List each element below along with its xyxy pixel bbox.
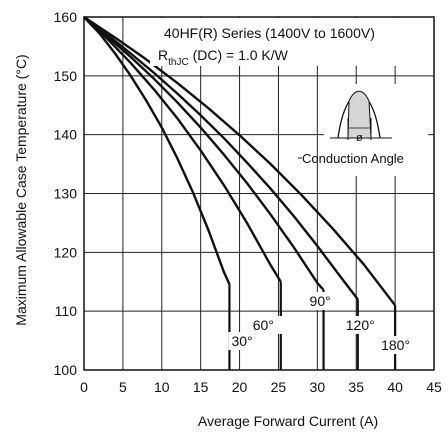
curve-label: 90° [310, 293, 331, 309]
annotation-background [150, 18, 428, 66]
half-sine-waveform-icon: ø [330, 90, 392, 144]
plot-frame [83, 16, 435, 371]
x-axis-label: Average Forward Current (A) [198, 413, 378, 429]
x-tick-label: 35 [348, 379, 364, 395]
rth-prefix: R [158, 47, 168, 63]
y-tick-label: 120 [54, 244, 78, 260]
curve-30deg [83, 16, 231, 285]
y-tick-label: 150 [54, 68, 78, 84]
rth-subscript: thJC [168, 57, 189, 68]
y-tick-label: 100 [54, 362, 78, 378]
conduction-angle-label: Conduction Angle [302, 151, 404, 166]
curves: 30°60° 90° 120° 180° [83, 15, 413, 370]
axis-text: Average Forward Current (A) Maximum Allo… [13, 54, 378, 429]
x-tick-label: 20 [232, 379, 248, 395]
x-tick-label: 5 [119, 379, 127, 395]
x-tick-label: 10 [154, 379, 170, 395]
x-tick-label: 45 [426, 379, 442, 395]
curve-60deg [83, 16, 282, 283]
curve-label-background [228, 332, 263, 350]
y-tick-label: 130 [54, 186, 78, 202]
curve-label: 60° [253, 317, 274, 333]
y-tick-label: 140 [54, 127, 78, 143]
y-tick-label: 160 [54, 9, 78, 25]
y-axis-label: Maximum Allowable Case Temperature (°C) [13, 54, 29, 325]
rth-annotation: RthJC (DC) = 1.0 K/W [158, 47, 289, 68]
curve-label: 180° [381, 337, 410, 353]
curve-180deg [83, 15, 397, 307]
curve-label: 120° [346, 317, 375, 333]
x-tick-label: 0 [80, 379, 88, 395]
curve-120deg [83, 16, 359, 301]
series-annotation: 40HF(R) Series (1400V to 1600V) [164, 25, 375, 41]
annotations: 40HF(R) Series (1400V to 1600V) RthJC (D… [150, 18, 428, 176]
x-tick-label: 40 [387, 379, 403, 395]
phi-symbol: ø [356, 132, 363, 144]
curve-label-background [306, 292, 341, 310]
curve-label: 30° [231, 333, 252, 349]
curve-90deg [83, 16, 325, 291]
grid-lines: 0 5 10 15 20 25 30 35 40 45 160 150 140 130 120 110 100 [54, 9, 442, 395]
x-tick-label: 15 [193, 379, 209, 395]
rth-suffix: (DC) = 1.0 K/W [189, 47, 289, 63]
y-tick-label: 110 [55, 303, 78, 319]
waveform-inset-background [324, 84, 428, 176]
curve-label-background [249, 316, 284, 334]
curve-label-background [378, 336, 413, 354]
curve-label-background [342, 316, 377, 334]
x-tick-label: 30 [310, 379, 326, 395]
x-tick-label: 25 [271, 379, 287, 395]
